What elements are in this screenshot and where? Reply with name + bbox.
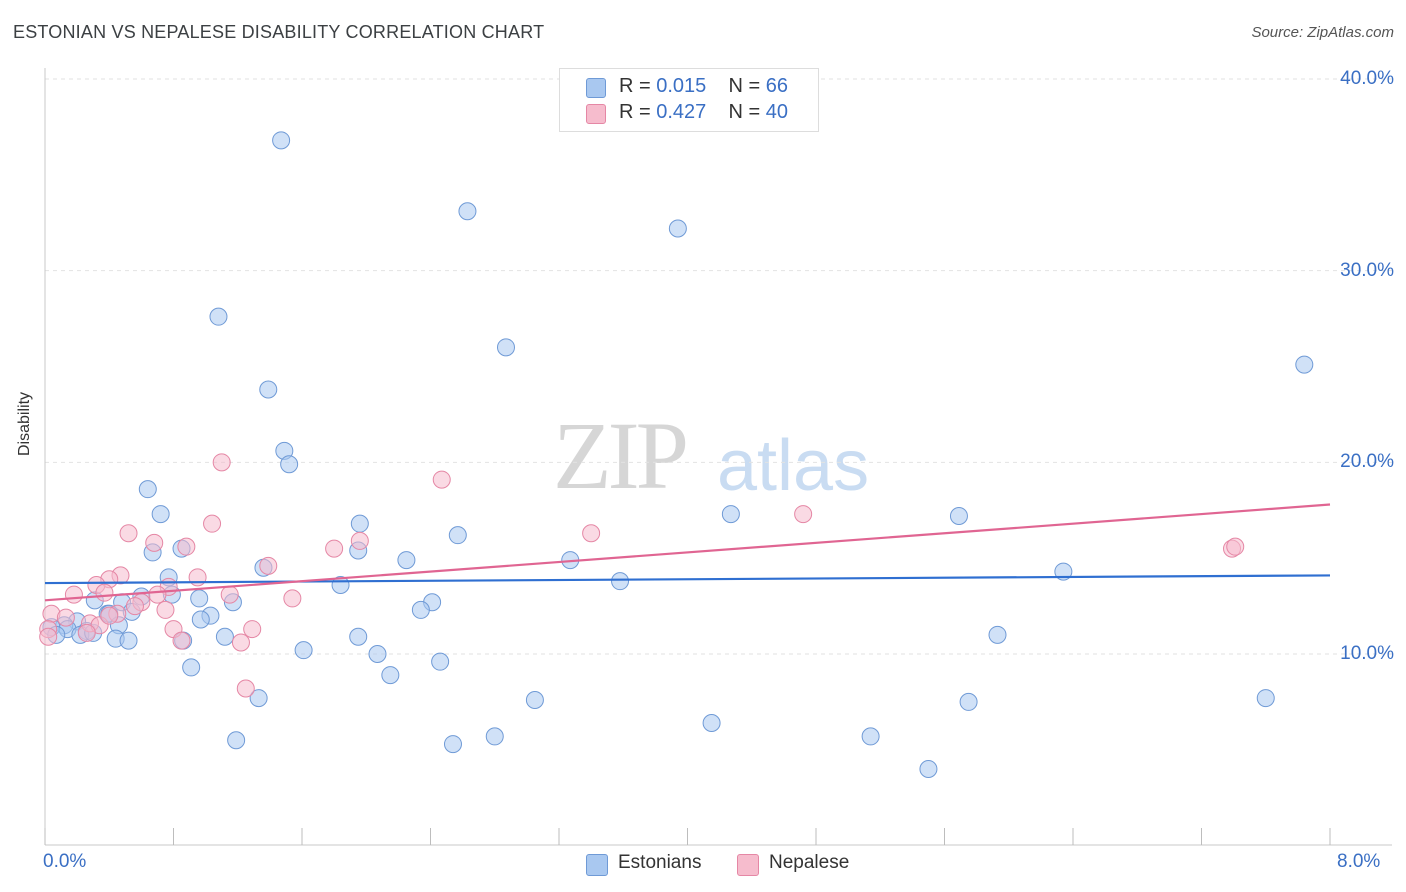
y-tick-label: 10.0%	[1340, 643, 1394, 664]
data-point-estonians	[119, 631, 138, 650]
legend-r-value: 0.427	[656, 101, 707, 123]
data-point-estonians	[458, 202, 477, 221]
data-point-estonians	[209, 307, 228, 326]
legend-n-label: N =	[728, 75, 766, 97]
data-point-nepalese	[125, 597, 144, 616]
data-point-estonians	[350, 514, 369, 533]
data-point-estonians	[182, 658, 201, 677]
data-point-nepalese	[95, 583, 114, 602]
data-point-estonians	[272, 131, 291, 150]
data-point-estonians	[411, 600, 430, 619]
bottom-legend-swatch-estonians	[586, 854, 608, 876]
data-point-nepalese	[794, 505, 813, 524]
bottom-legend-swatch-nepalese	[737, 854, 759, 876]
grid-lines	[45, 78, 1392, 655]
data-point-nepalese	[56, 608, 75, 627]
data-point-nepalese	[325, 539, 344, 558]
stats-legend: R = 0.015 N = 66 R = 0.427 N = 40	[559, 68, 819, 132]
data-point-nepalese	[212, 453, 231, 472]
data-point-nepalese	[259, 556, 278, 575]
data-point-estonians	[259, 380, 278, 399]
watermark-zip: ZIP	[553, 402, 689, 509]
data-point-estonians	[151, 505, 170, 524]
legend-n-value: 66	[765, 75, 789, 97]
data-point-nepalese	[236, 679, 255, 698]
data-point-estonians	[611, 572, 630, 591]
data-point-nepalese	[1226, 537, 1245, 556]
bottom-legend-label-estonians: Estonians	[618, 852, 702, 873]
data-point-estonians	[381, 666, 400, 685]
data-point-estonians	[988, 625, 1007, 644]
data-point-estonians	[668, 219, 687, 238]
trend-line-nepalese	[44, 503, 1331, 602]
data-point-estonians	[1295, 355, 1314, 374]
data-point-estonians	[443, 735, 462, 754]
legend-n-value: 40	[765, 101, 789, 123]
data-point-estonians	[227, 731, 246, 750]
legend-swatch-nepalese	[586, 104, 606, 124]
y-tick-label: 40.0%	[1340, 68, 1394, 89]
data-point-estonians	[191, 610, 210, 629]
data-point-estonians	[368, 645, 387, 663]
source-label: Source: ZipAtlas.com	[1251, 24, 1394, 41]
data-point-nepalese	[432, 470, 451, 489]
data-point-nepalese	[64, 585, 83, 604]
data-point-estonians	[294, 641, 313, 660]
data-point-estonians	[190, 589, 209, 608]
data-point-estonians	[959, 692, 978, 711]
data-point-estonians	[448, 526, 467, 545]
legend-swatch-estonians	[586, 78, 606, 98]
data-point-nepalese	[350, 531, 369, 550]
data-point-estonians	[1256, 689, 1275, 708]
data-point-estonians	[496, 338, 515, 357]
data-point-nepalese	[39, 627, 58, 646]
y-tick-label: 20.0%	[1340, 451, 1394, 473]
data-point-estonians	[138, 480, 157, 499]
data-point-estonians	[249, 689, 268, 708]
data-point-nepalese	[243, 620, 262, 639]
axes	[44, 68, 1392, 846]
watermark-atlas: atlas	[717, 426, 870, 506]
data-point-estonians	[949, 507, 968, 525]
data-point-estonians	[485, 727, 504, 746]
data-point-estonians	[397, 551, 416, 570]
data-point-estonians	[702, 714, 721, 732]
legend-r-label: R =	[619, 75, 657, 97]
data-point-nepalese	[100, 606, 119, 625]
data-point-estonians	[215, 627, 234, 646]
data-point-nepalese	[283, 589, 302, 608]
legend-r-value: 0.015	[656, 75, 707, 97]
data-point-nepalese	[177, 537, 196, 556]
data-point-nepalese	[220, 585, 239, 604]
legend-r-label: R =	[619, 101, 657, 123]
data-point-nepalese	[145, 533, 164, 552]
data-point-estonians	[349, 627, 368, 646]
trend-lines	[44, 503, 1331, 602]
x-tick-label-max: 8.0%	[1337, 851, 1381, 872]
y-tick-label: 30.0%	[1340, 259, 1394, 281]
data-point-nepalese	[231, 633, 250, 652]
data-point-estonians	[861, 727, 880, 746]
data-point-nepalese	[582, 524, 601, 543]
data-point-estonians	[721, 505, 740, 524]
data-points	[39, 131, 1314, 778]
data-point-estonians	[525, 691, 544, 709]
data-point-nepalese	[119, 524, 138, 543]
data-point-nepalese	[77, 623, 96, 642]
data-point-estonians	[1054, 562, 1073, 581]
trend-line-estonians	[44, 574, 1331, 585]
data-point-nepalese	[148, 585, 167, 604]
data-point-nepalese	[156, 600, 175, 619]
bottom-legend-label-nepalese: Nepalese	[769, 852, 850, 873]
data-point-nepalese	[203, 514, 222, 533]
x-tick-label-min: 0.0%	[43, 851, 87, 872]
chart-title: ESTONIAN VS NEPALESE DISABILITY CORRELAT…	[13, 22, 545, 42]
data-point-estonians	[431, 652, 450, 671]
data-point-estonians	[280, 455, 299, 474]
data-point-estonians	[919, 760, 938, 778]
legend-n-label: N =	[728, 101, 766, 123]
data-point-nepalese	[172, 631, 191, 650]
